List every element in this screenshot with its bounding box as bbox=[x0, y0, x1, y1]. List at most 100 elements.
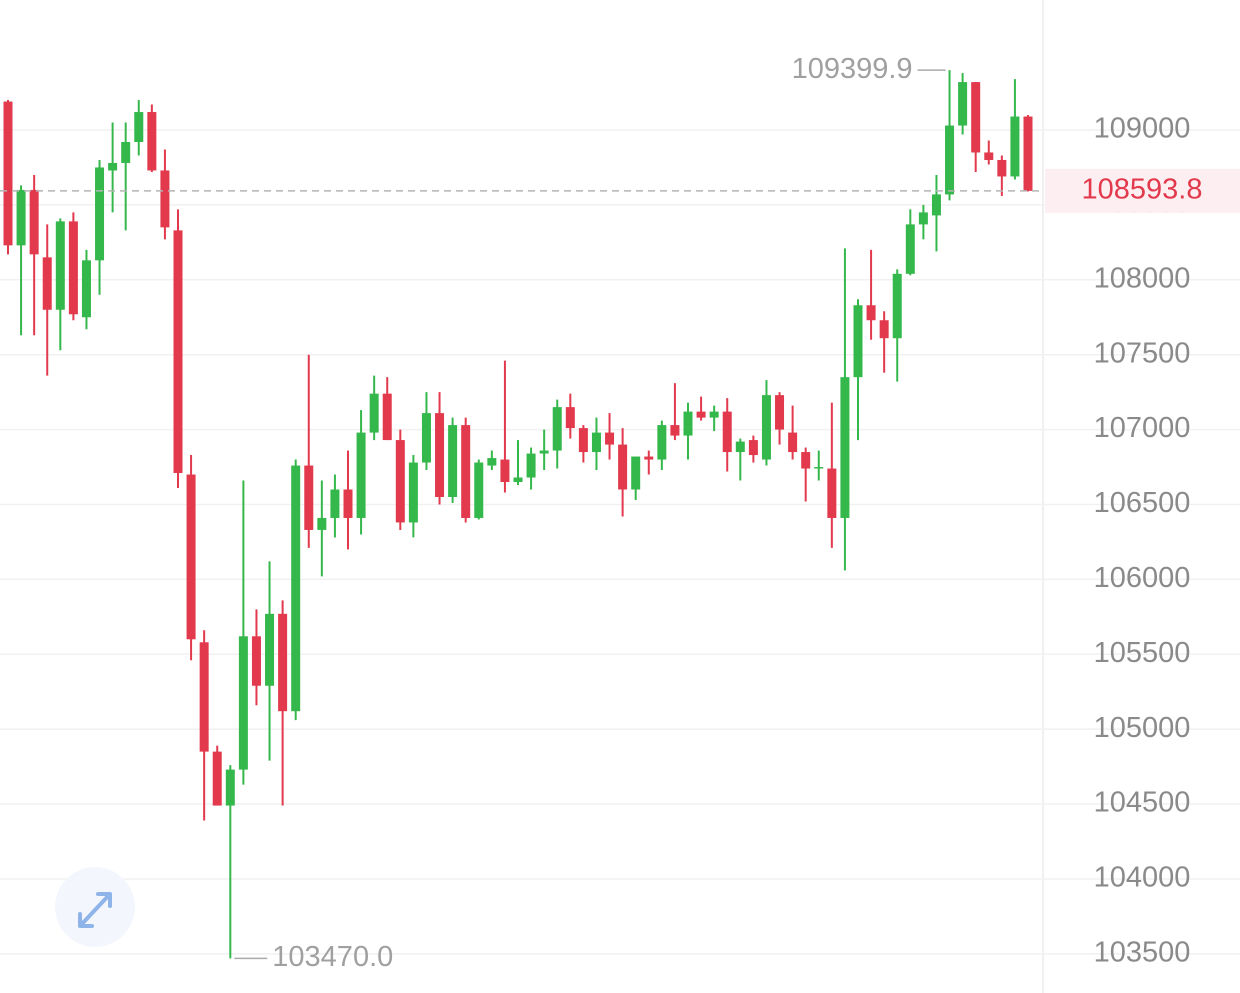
candle-body bbox=[448, 425, 458, 497]
candle-body bbox=[265, 613, 275, 686]
candle-body bbox=[657, 425, 667, 460]
candle-body bbox=[670, 425, 680, 436]
candle-body bbox=[696, 411, 706, 418]
candle-body bbox=[840, 377, 850, 518]
candle-body bbox=[591, 432, 601, 453]
last-price-label: 108593.8 bbox=[1082, 174, 1203, 206]
min-label: 103470.0 bbox=[272, 941, 393, 973]
candles bbox=[3, 70, 1033, 959]
candle-body bbox=[735, 441, 745, 453]
candle-body bbox=[356, 432, 366, 518]
candle-body bbox=[199, 642, 209, 752]
candle-body bbox=[997, 159, 1007, 177]
candle-body bbox=[775, 395, 785, 430]
candle-body bbox=[304, 465, 314, 530]
candle-body bbox=[931, 194, 941, 216]
candle-body bbox=[395, 440, 405, 523]
candle-body bbox=[435, 413, 445, 497]
candle-body bbox=[225, 769, 235, 806]
candle-body bbox=[474, 462, 484, 518]
candle-body bbox=[565, 407, 575, 429]
candle-body bbox=[631, 456, 641, 490]
candle-body bbox=[382, 393, 392, 441]
candle-body bbox=[160, 170, 170, 228]
candle-body bbox=[945, 125, 955, 195]
candle-body bbox=[330, 489, 340, 518]
candle-body bbox=[173, 230, 183, 474]
candle-body bbox=[29, 189, 39, 255]
y-tick-label: 107500 bbox=[1094, 337, 1191, 369]
y-tick-label: 108000 bbox=[1094, 262, 1191, 294]
candle-body bbox=[291, 465, 301, 712]
candle-body bbox=[487, 458, 497, 466]
candle-body bbox=[3, 101, 13, 246]
candle-body bbox=[552, 407, 562, 451]
candle-body bbox=[683, 411, 693, 436]
expand-button[interactable] bbox=[55, 867, 135, 947]
labels: 103500 104000 104500 105000 105500 106000 1065… bbox=[0, 53, 1240, 973]
last-price-tag bbox=[1045, 168, 1240, 213]
candle-body bbox=[500, 459, 510, 483]
candle-body bbox=[55, 221, 65, 310]
y-tick-label: 106000 bbox=[1094, 562, 1191, 594]
candle-body bbox=[814, 467, 824, 469]
candle-body bbox=[134, 112, 144, 142]
candle-body bbox=[461, 425, 471, 518]
y-tick-label: 104500 bbox=[1094, 787, 1191, 819]
candle-body bbox=[539, 450, 549, 454]
candle-body bbox=[958, 82, 968, 126]
grid bbox=[0, 129, 1240, 955]
candle-body bbox=[918, 212, 928, 225]
candle-body bbox=[905, 224, 915, 274]
candle-body bbox=[984, 152, 994, 160]
candle-body bbox=[866, 305, 876, 321]
candle-body bbox=[618, 444, 628, 490]
candle-body bbox=[578, 428, 588, 453]
candle-body bbox=[251, 636, 261, 686]
candle-body bbox=[238, 636, 248, 770]
candle-body bbox=[892, 273, 902, 339]
candle-body bbox=[827, 468, 837, 518]
candle-body bbox=[853, 305, 863, 378]
expand-button-bg[interactable] bbox=[55, 867, 135, 947]
candle-body bbox=[879, 320, 889, 339]
candle-body bbox=[186, 474, 196, 640]
candle-body bbox=[95, 167, 105, 261]
candle-body bbox=[108, 162, 118, 171]
candle-body bbox=[421, 413, 431, 463]
candle-body bbox=[761, 395, 771, 460]
y-tick-label: 103500 bbox=[1094, 937, 1191, 969]
y-tick-label: 104000 bbox=[1094, 862, 1191, 894]
candle-body bbox=[748, 440, 758, 456]
candle-body bbox=[121, 141, 131, 163]
max-label: 109399.9 bbox=[792, 53, 913, 85]
y-tick-label: 109000 bbox=[1094, 113, 1191, 145]
candle-body bbox=[709, 411, 719, 418]
candle-body bbox=[408, 462, 418, 523]
candle-body bbox=[317, 517, 327, 530]
candle-body bbox=[68, 221, 78, 315]
candle-body bbox=[1023, 116, 1033, 191]
candle-body bbox=[801, 452, 811, 469]
candle-body bbox=[605, 432, 615, 445]
candle-body bbox=[212, 751, 222, 806]
candle-body bbox=[1010, 116, 1020, 177]
y-tick-label: 107000 bbox=[1094, 412, 1191, 444]
candle-body bbox=[722, 411, 732, 453]
candle-body bbox=[513, 477, 523, 483]
candle-body bbox=[278, 613, 288, 712]
expand-icon[interactable] bbox=[78, 892, 112, 928]
y-tick-label: 105500 bbox=[1094, 637, 1191, 669]
candle-body bbox=[971, 82, 981, 153]
candle-body bbox=[16, 189, 26, 246]
candle-body bbox=[147, 112, 157, 171]
candle-body bbox=[788, 432, 798, 453]
candle-body bbox=[369, 393, 379, 433]
candle-body bbox=[644, 456, 654, 460]
y-tick-label: 105000 bbox=[1094, 712, 1191, 744]
candle-body bbox=[81, 260, 91, 318]
candle-body bbox=[526, 453, 536, 478]
candle-body bbox=[343, 489, 353, 518]
candle-body bbox=[42, 257, 52, 310]
